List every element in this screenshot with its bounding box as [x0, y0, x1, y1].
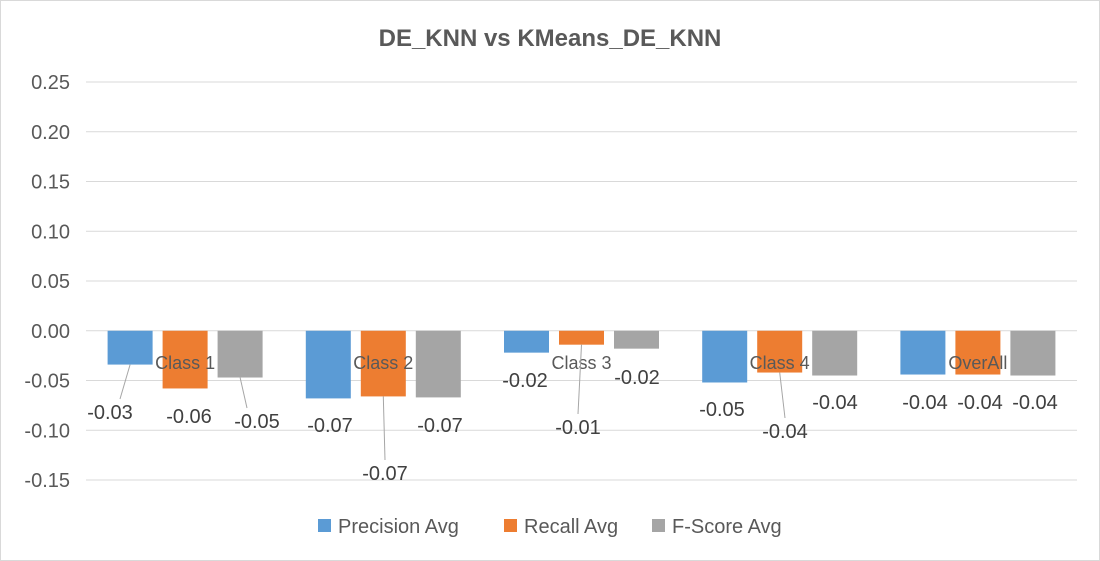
y-tick-label: 0.20: [31, 122, 70, 144]
data-label: -0.04: [957, 392, 1003, 414]
legend-swatch: [504, 519, 517, 532]
leader-line: [577, 344, 582, 415]
legend-swatch: [652, 519, 665, 532]
data-label: -0.07: [307, 415, 353, 437]
data-label: -0.04: [762, 421, 808, 443]
data-label: -0.06: [166, 406, 212, 428]
leader-line: [119, 364, 131, 400]
category-label: Class 4: [750, 353, 810, 373]
y-tick-label: 0.05: [31, 271, 70, 293]
bar: [415, 330, 461, 398]
legend-label: F-Score Avg: [672, 516, 782, 538]
y-tick-label: 0.10: [31, 221, 70, 243]
data-label: -0.05: [234, 411, 280, 433]
y-tick-label: -0.15: [24, 470, 70, 492]
data-label: -0.01: [555, 417, 601, 439]
y-tick-label: 0.00: [31, 321, 70, 343]
data-label: -0.04: [902, 392, 948, 414]
data-label: -0.04: [1012, 392, 1058, 414]
y-tick-label: 0.25: [31, 72, 70, 94]
data-label: -0.07: [417, 415, 463, 437]
category-label: Class 3: [551, 353, 611, 373]
data-label: -0.04: [812, 392, 858, 414]
bar: [757, 330, 803, 373]
bar: [1010, 330, 1056, 376]
data-label: -0.02: [614, 367, 660, 389]
bars: [107, 330, 1056, 399]
y-tick-label: -0.10: [24, 420, 70, 442]
data-labels: -0.03 -0.06 -0.05 -0.07 -0.07 -0.07 -0.02 -0.01…: [87, 367, 1058, 485]
bar: [559, 330, 604, 345]
legend-label: Recall Avg: [524, 516, 618, 538]
leader-lines: [119, 344, 786, 461]
bar: [107, 330, 153, 365]
bar: [305, 330, 351, 399]
bar: [360, 330, 406, 397]
data-label: -0.02: [502, 370, 548, 392]
data-label: -0.07: [362, 463, 408, 485]
bar: [702, 330, 748, 383]
legend: Precision Avg Recall Avg F-Score Avg: [318, 516, 782, 538]
category-label: OverAll: [948, 353, 1007, 373]
data-label: -0.05: [699, 399, 745, 421]
bar: [162, 330, 208, 389]
category-label: Class 2: [353, 353, 413, 373]
leader-line: [239, 377, 248, 409]
bar: [900, 330, 946, 375]
data-label: -0.03: [87, 402, 133, 424]
legend-label: Precision Avg: [338, 516, 459, 538]
y-axis-ticks: 0.25 0.20 0.15 0.10 0.05 0.00 -0.05 -0.10 -0.15: [24, 72, 70, 492]
bar: [614, 330, 659, 349]
chart-title: DE_KNN vs KMeans_DE_KNN: [379, 25, 722, 52]
legend-swatch: [318, 519, 331, 532]
y-tick-label: -0.05: [24, 371, 70, 393]
category-label: Class 1: [155, 353, 215, 373]
y-tick-label: 0.15: [31, 172, 70, 194]
bar: [217, 330, 263, 378]
leader-line: [779, 372, 786, 419]
bar: [504, 330, 549, 353]
category-labels: Class 1 Class 2 Class 3 Class 4 OverAll: [155, 353, 1007, 373]
leader-line: [382, 396, 386, 461]
bar: [812, 330, 858, 376]
bar: [955, 330, 1001, 375]
